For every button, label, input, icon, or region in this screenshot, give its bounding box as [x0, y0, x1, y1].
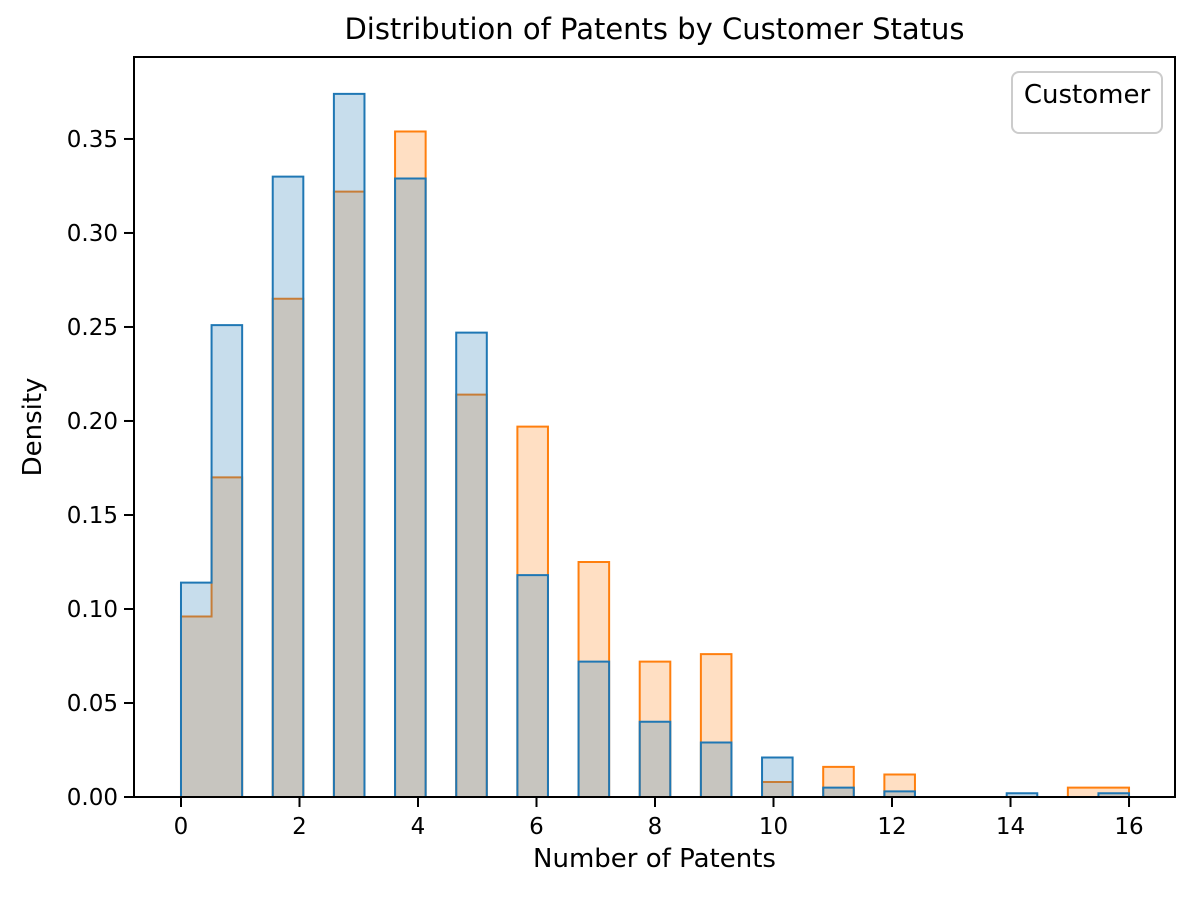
y-tick-label-0.05: 0.05	[67, 691, 118, 717]
x-tick-label-6: 6	[529, 814, 544, 840]
axes-spines	[133, 56, 1176, 798]
y-tick-label-0.15: 0.15	[67, 503, 118, 529]
x-axis-label: Number of Patents	[533, 844, 776, 874]
y-tick-label-0.30: 0.30	[67, 221, 118, 247]
x-tick-label-4: 4	[411, 814, 426, 840]
y-tick-label-0.00: 0.00	[67, 785, 118, 811]
legend-box: Customer	[1011, 71, 1163, 134]
y-axis-label: Density	[18, 377, 48, 477]
y-tick-label-0.20: 0.20	[67, 409, 118, 435]
y-tick-label-0.35: 0.35	[67, 127, 118, 153]
y-tick-label-0.10: 0.10	[67, 597, 118, 623]
x-tick-label-2: 2	[292, 814, 307, 840]
x-tick-label-8: 8	[648, 814, 663, 840]
x-tick-label-14: 14	[996, 814, 1025, 840]
x-tick-label-16: 16	[1114, 814, 1143, 840]
y-tick-label-0.25: 0.25	[67, 315, 118, 341]
x-tick-label-0: 0	[174, 814, 189, 840]
chart-title: Distribution of Patents by Customer Stat…	[344, 12, 965, 46]
orange-series-path	[179, 130, 1131, 798]
x-tick-label-12: 12	[877, 814, 906, 840]
legend-title: Customer	[1023, 80, 1151, 110]
x-tick-label-10: 10	[759, 814, 788, 840]
